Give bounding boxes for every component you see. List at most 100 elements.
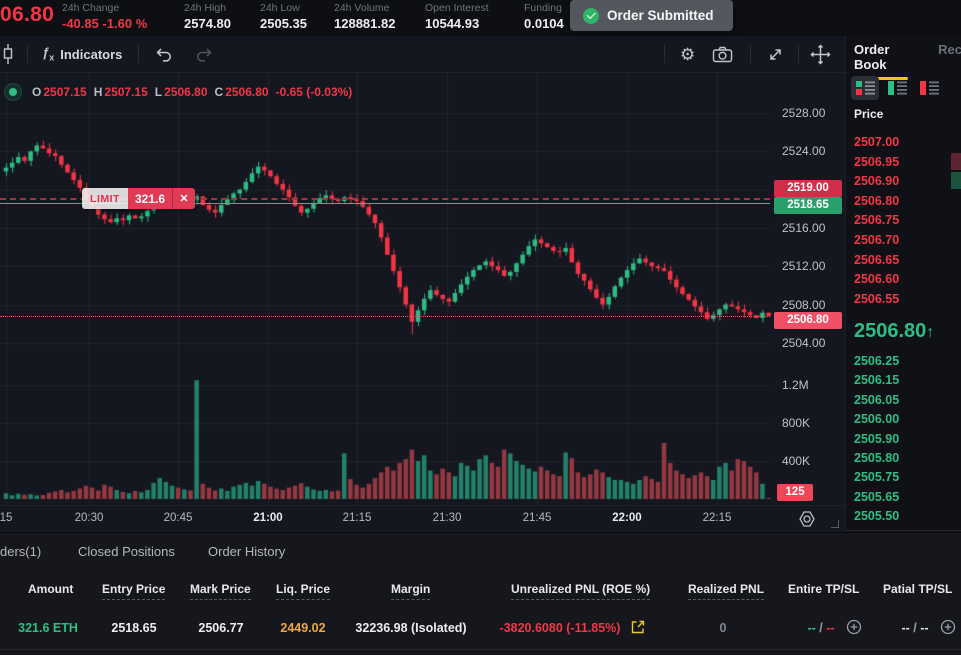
success-check-icon [583,7,599,24]
stat-label: 24h Change [62,2,120,14]
snapshot-camera-icon[interactable] [712,36,733,72]
stat-24h-change: 24h Change -40.85 -1.60 % [62,0,147,34]
time-axis[interactable]: 15 20:30 20:45 21:00 21:15 21:30 21:45 22:00 22:… [0,505,845,533]
bid-price-row[interactable]: 2505.65 [854,489,900,504]
open-value: 2507.15 [43,85,87,99]
time-tick-label: 21:45 [522,512,552,524]
axis-settings-icon[interactable] [797,509,817,534]
cell-unrealized-pnl: -3820.6080 (-11.85%) [499,621,621,635]
volume-tick-label: 1.2M [782,378,809,392]
stat-value: -40.85 -1.60 % [62,16,148,31]
stat-value: 2574.80 [184,16,231,31]
pane-resize-corner[interactable] [831,520,839,528]
price-tick-label: 2516.00 [782,220,826,235]
tab-order-book[interactable]: Order Book [854,42,922,80]
toast-text: Order Submitted [607,8,714,23]
chart-settings-gear-icon[interactable]: ⚙ [680,44,696,64]
bid-price-row[interactable]: 2505.75 [854,470,900,485]
ask-price-row[interactable]: 2506.75 [854,213,900,228]
volume-tick-label: 800K [782,416,811,430]
candlestick-chart-canvas[interactable] [0,72,845,505]
price-tick-label: 2528.00 [782,106,826,120]
stat-24h-volume: 24h Volume 128881.82 [334,0,395,34]
ohlc-legend: O 2507.15 H 2507.15 L 2506.80 C 2506.80 -0.6… [4,82,352,102]
time-tick-label: 20:30 [74,512,104,524]
open-label: O [32,85,42,99]
stat-value: 128881.82 [334,16,396,31]
column-header-0: Amount [28,582,74,596]
volume-tick-label: 400K [782,454,811,468]
cancel-order-icon[interactable]: ✕ [172,188,195,209]
ask-price-row[interactable]: 2506.80 [854,193,900,208]
stat-label: 24h Low [260,2,300,14]
row-divider [0,649,961,650]
toolbar-divider [798,45,799,63]
add-partial-tpsl-icon[interactable] [940,619,956,640]
ask-price-row[interactable]: 2507.00 [854,135,900,149]
last-price-line [0,316,770,317]
bid-price-row[interactable]: 2506.25 [854,354,900,368]
ask-price-row[interactable]: 2506.55 [854,291,900,306]
orderbook-view-switcher [851,76,947,100]
stat-24h-low: 24h Low 2505.35 [260,0,307,34]
column-header-1: Entry Price [102,582,166,600]
orderbook-last-price: 2506.80↑ [854,320,934,343]
high-label: H [93,85,103,99]
column-header-3: Liq. Price [276,582,331,600]
cell-mark-price: 2506.77 [198,621,244,635]
view-both-icon[interactable] [851,76,879,100]
current-volume-badge: 125 [777,484,813,501]
cell-liq-price: 2449.02 [280,621,326,635]
stop-price-line [0,198,770,200]
price-tick-label: 2524.00 [782,144,826,159]
positions-tab-2[interactable]: Order History [208,544,286,559]
price-up-arrow-icon: ↑ [926,324,935,341]
redo-icon[interactable] [194,36,214,72]
undo-icon[interactable] [154,36,174,72]
ask-price-row[interactable]: 2506.95 [854,154,900,169]
view-bids-icon[interactable] [883,76,911,100]
bid-price-row[interactable]: 2506.05 [854,392,900,407]
bid-price-row[interactable]: 2506.00 [854,412,900,427]
ask-price-row[interactable]: 2506.70 [854,233,900,247]
limit-order-line[interactable] [0,203,770,204]
fullscreen-expand-icon[interactable] [766,36,785,72]
share-pnl-icon[interactable] [630,619,646,640]
cell-partial-tpsl[interactable]: -- / -- [901,621,929,635]
add-entire-tpsl-icon[interactable] [846,619,862,640]
stat-24h-high: 24h High 2574.80 [184,0,231,34]
limit-order-tag[interactable]: LIMIT 321.6 ✕ [82,188,195,209]
toolbar-divider [750,45,751,63]
time-tick-label: 21:30 [432,512,462,524]
ask-price-row[interactable]: 2506.65 [854,252,900,267]
positions-tab-0[interactable]: ders(1) [0,544,42,559]
view-asks-icon[interactable] [915,76,943,100]
indicators-label: Indicators [60,46,123,62]
symbol-icon[interactable] [4,83,22,101]
stat-label: Funding [524,2,562,14]
tab-recent-trades-clipped[interactable]: Rec [938,42,961,57]
time-tick-label: 22:00 [612,512,642,524]
last-price-badge: 2506.80 [774,312,842,329]
order-book-panel: Order Book Rec [845,36,961,532]
bid-price-row[interactable]: 2505.50 [854,509,900,524]
bid-price-row[interactable]: 2505.80 [854,451,900,465]
cell-entry-price: 2518.65 [111,621,157,635]
cell-entire-tpsl[interactable]: -- / -- [807,621,835,635]
column-header-4: Margin [391,582,431,600]
bid-price-row[interactable]: 2506.15 [854,373,900,388]
price-tick-label: 2504.00 [782,335,826,350]
ask-price-row[interactable]: 2506.60 [854,272,900,287]
price-tick-label: 2512.00 [782,259,826,274]
toolbar-divider [138,45,139,63]
crosshair-move-icon[interactable] [810,36,831,72]
indicators-button[interactable]: ƒx Indicators [42,36,122,72]
panel-divider [846,530,961,531]
ask-price-row[interactable]: 2506.90 [854,174,900,189]
market-stats-bar: 06.80 24h Change -40.85 -1.60 % 24h High 25… [0,0,961,37]
bid-price-row[interactable]: 2505.90 [854,431,900,446]
column-header-8: Patial TP/SL [883,582,953,596]
candle-style-icon[interactable] [0,36,16,72]
positions-tab-1[interactable]: Closed Positions [78,544,175,559]
